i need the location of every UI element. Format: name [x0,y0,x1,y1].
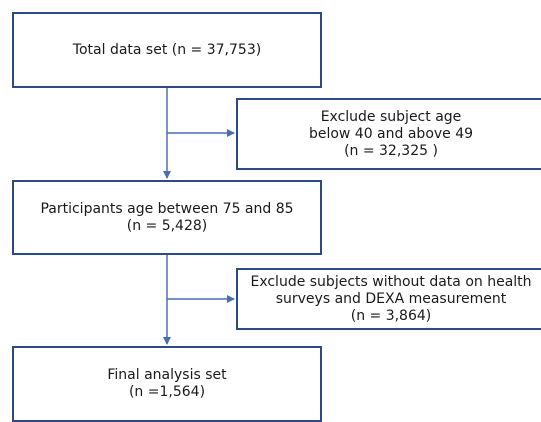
total-data-set-box: Total data set (n = 37,753) [12,12,322,88]
participants-box: Participants age between 75 and 85 (n = … [12,180,322,255]
exclude-missing-data-count: (n = 3,864) [350,307,432,324]
exclude-age-box: Exclude subject age below 40 and above 4… [236,98,541,170]
exclude-missing-data-box: Exclude subjects without data on health … [236,268,541,330]
participants-count: (n = 5,428) [126,217,208,234]
exclude-missing-data-line-1: Exclude subjects without data on health [250,273,532,290]
exclude-missing-data-line-2: surveys and DEXA measurement [275,290,507,307]
total-data-set-label: Total data set (n = 37,753) [72,41,262,58]
participants-label: Participants age between 75 and 85 [40,200,294,217]
exclude-age-line-2: below 40 and above 49 [308,125,474,142]
final-analysis-label: Final analysis set [107,367,227,383]
exclude-age-count: (n = 32,325 ) [344,142,438,159]
final-analysis-set-box: Final analysis set (n =1,564) [12,346,322,422]
exclude-age-line-1: Exclude subject age [320,108,462,125]
final-analysis-count: (n =1,564) [128,384,206,400]
